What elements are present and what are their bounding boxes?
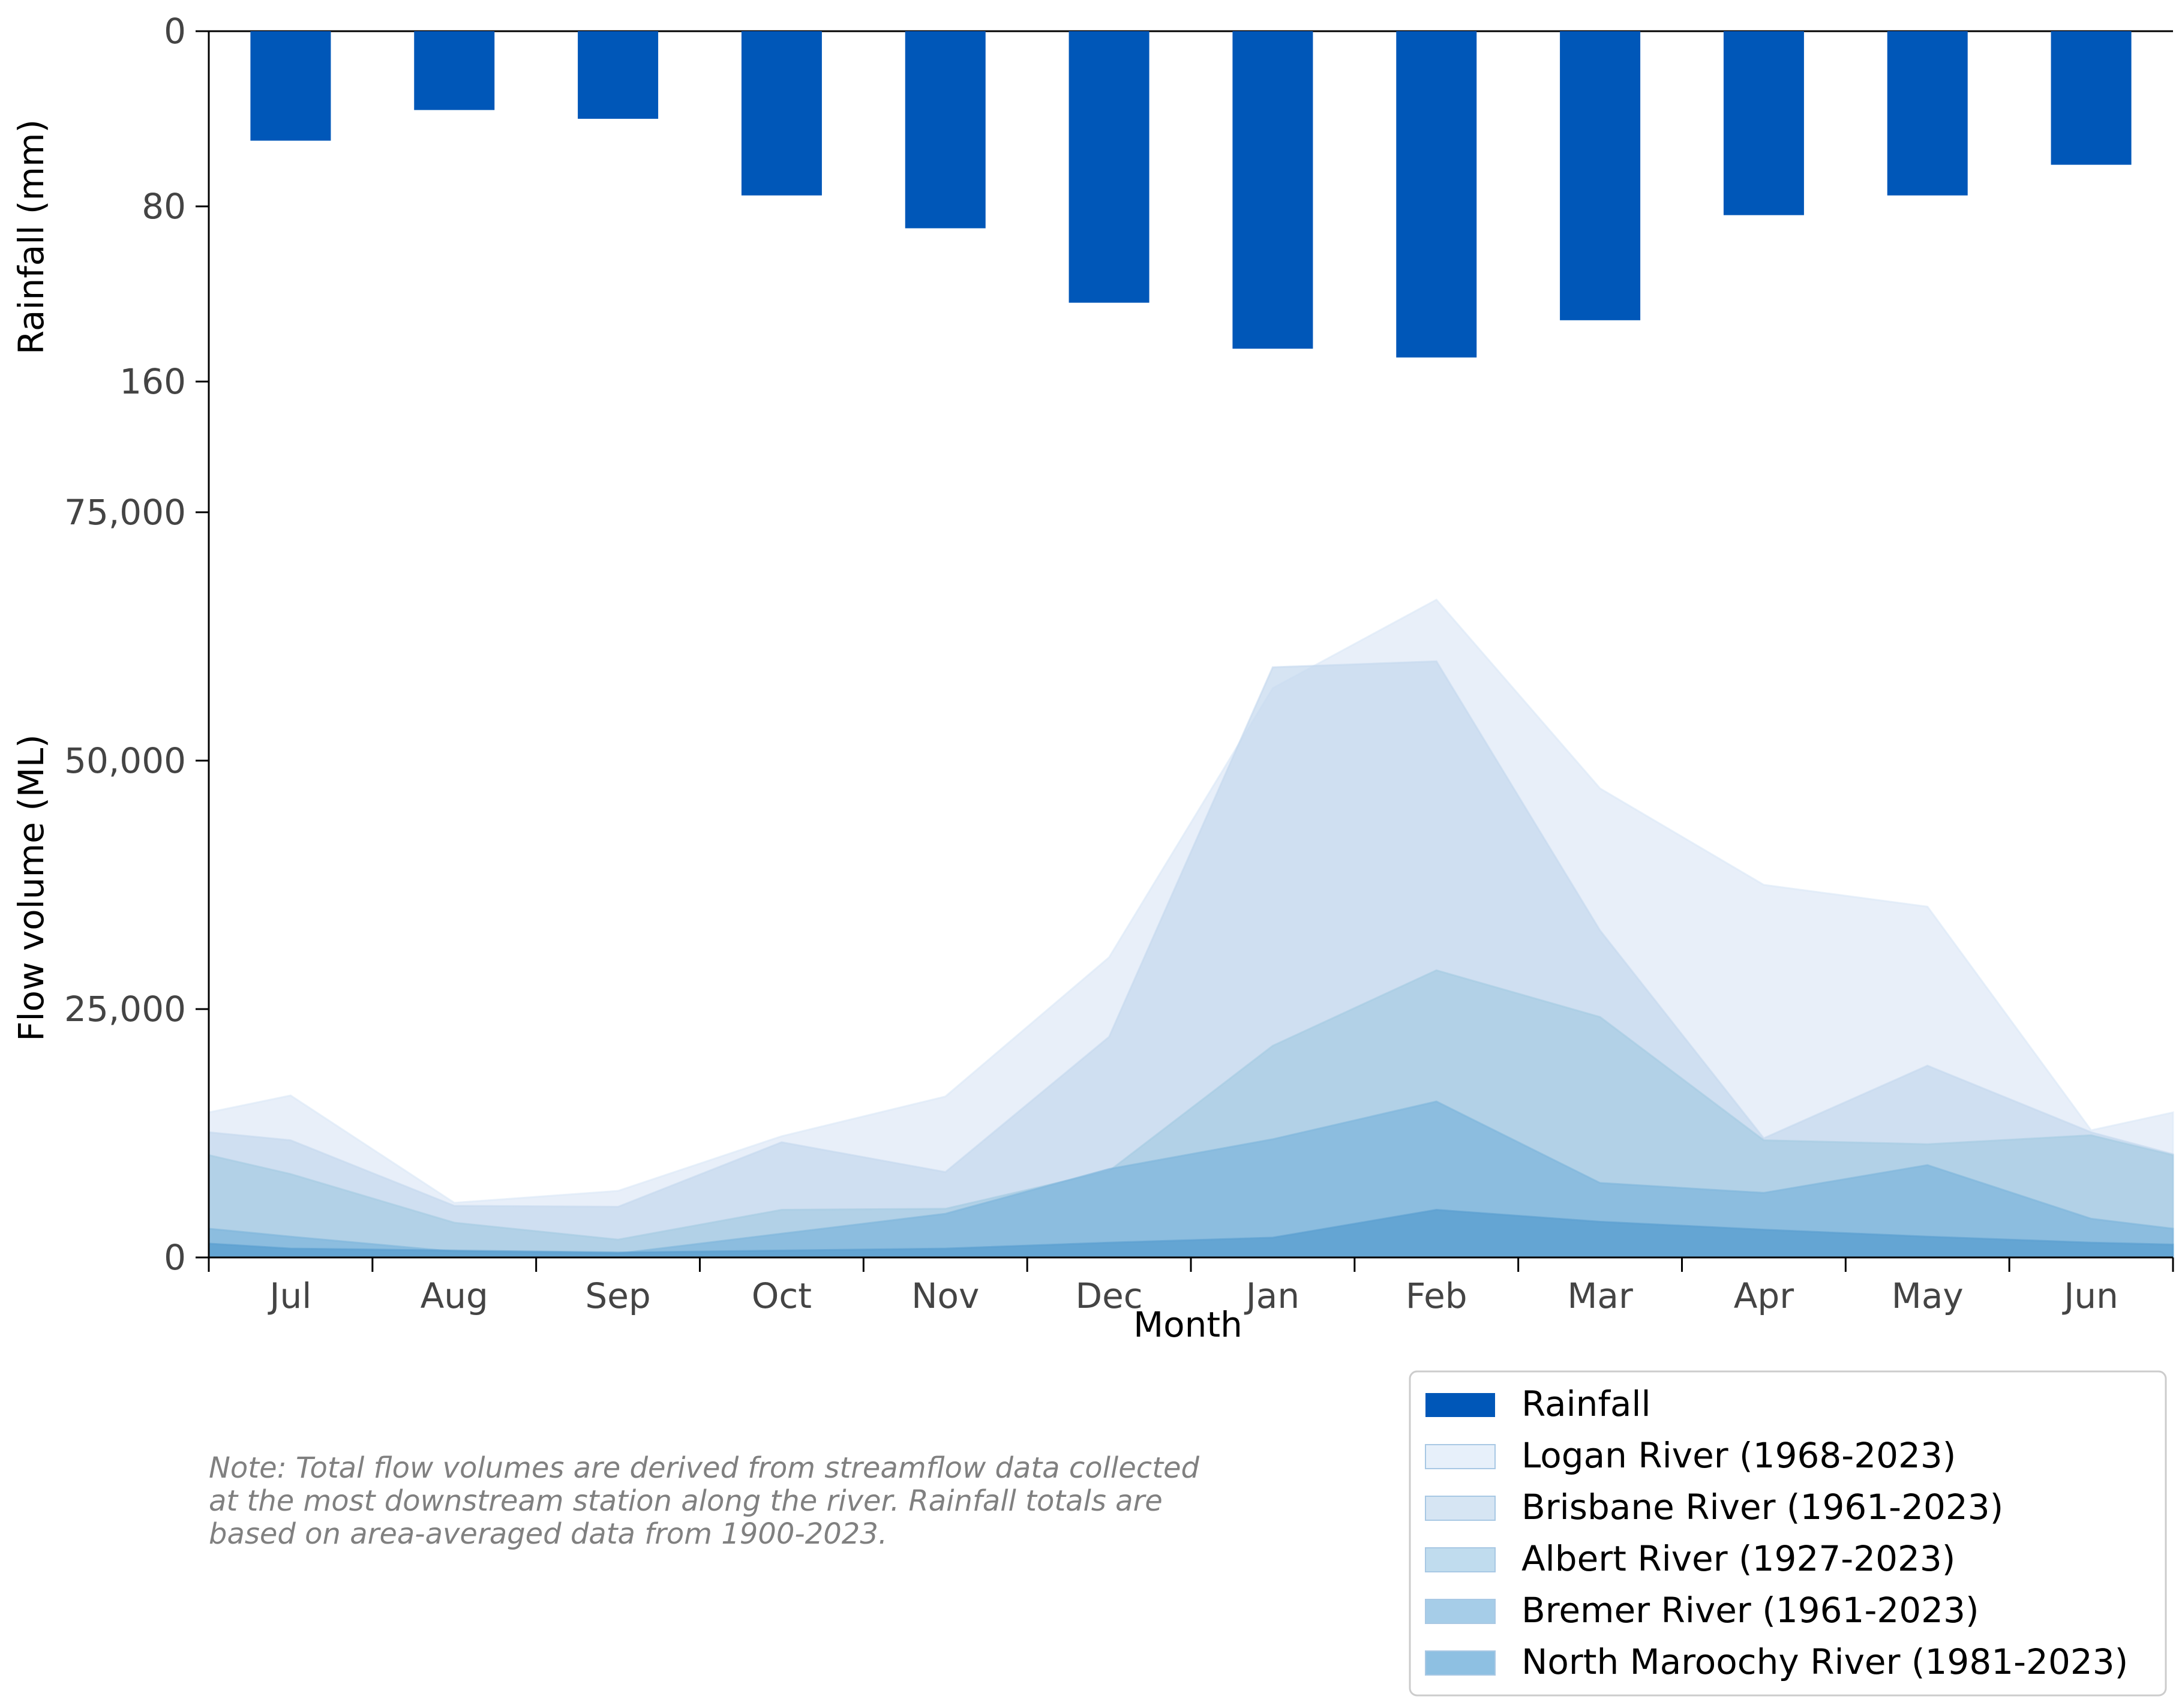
flow-y-tick-label: 50,000: [64, 740, 186, 781]
flow-y-tick-label: 75,000: [64, 492, 186, 533]
legend-label: Logan River (1968-2023): [1521, 1435, 1956, 1476]
legend-box: [1409, 1370, 2167, 1697]
x-tick-label: Oct: [752, 1275, 812, 1316]
x-tick-label: May: [1892, 1275, 1964, 1316]
flow-y-tick-label: 0: [164, 1237, 186, 1278]
x-tick-label: Dec: [1075, 1275, 1142, 1316]
rainfall-bar: [414, 31, 495, 110]
legend-swatch: [1425, 1650, 1496, 1676]
legend-label: Bremer River (1961-2023): [1521, 1590, 1979, 1631]
flow-y-tick-label: 25,000: [64, 989, 186, 1029]
footnote-line: Note: Total flow volumes are derived fro…: [209, 1451, 1200, 1485]
x-tick-label: Nov: [911, 1275, 979, 1316]
rainfall-bar: [2051, 31, 2132, 165]
legend-label: North Maroochy River (1981-2023): [1521, 1641, 2128, 1682]
rainfall-bar: [1723, 31, 1804, 215]
rainfall-y-tick-label: 80: [142, 186, 186, 227]
legend-swatch: [1425, 1496, 1496, 1521]
x-tick-label: Jun: [2062, 1275, 2118, 1316]
rainfall-bar: [578, 31, 659, 119]
rainfall-y-tick-label: 160: [119, 361, 186, 402]
legend: Rainfall Logan River (1968-2023) Brisbane …: [1409, 1370, 2167, 1697]
rainfall-bar: [1232, 31, 1313, 349]
x-tick-label: Aug: [421, 1275, 488, 1316]
rainfall-y-tick-label: 0: [164, 11, 186, 52]
rainfall-panel: 0 80 160: [119, 11, 2173, 446]
flow-area: [208, 1208, 2174, 1259]
rainfall-bar: [1396, 31, 1477, 358]
x-tick-label: Mar: [1567, 1275, 1633, 1316]
footnote-line: at the most downstream station along the…: [209, 1484, 1163, 1518]
rainfall-bar: [1560, 31, 1641, 320]
rainfall-bar: [1887, 31, 1968, 196]
x-tick-label: Apr: [1734, 1275, 1794, 1316]
x-axis-label: Month: [1133, 1304, 1242, 1345]
flow-area: [208, 969, 2174, 1259]
rainfall-bar: [905, 31, 986, 229]
footnote-line: based on area-averaged data from 1900-20…: [209, 1517, 887, 1551]
x-tick-label: Jul: [268, 1275, 311, 1316]
x-tick-label: Feb: [1406, 1275, 1467, 1316]
x-tick-label: Sep: [585, 1275, 650, 1316]
legend-swatch: [1425, 1393, 1495, 1417]
rainfall-bar: [1069, 31, 1149, 303]
legend-swatch: [1425, 1547, 1496, 1572]
legend-label: Brisbane River (1961-2023): [1521, 1487, 2003, 1527]
legend-swatch: [1425, 1444, 1496, 1469]
legend-swatch: [1425, 1599, 1496, 1624]
flow-area: [208, 1100, 2174, 1259]
rainfall-y-axis-label: Rainfall (mm): [11, 119, 52, 355]
footnote: Note: Total flow volumes are derived fro…: [209, 1451, 1200, 1551]
flow-panel: 0 25,000 50,000 75,000 Jul Aug Sep Oct Nov Dec Jan…: [64, 444, 2174, 1316]
x-tick-label: Jan: [1244, 1275, 1299, 1316]
legend-label: Albert River (1927-2023): [1521, 1538, 1955, 1579]
flow-y-axis-label: Flow volume (ML): [11, 734, 52, 1041]
legend-label: Rainfall: [1521, 1383, 1651, 1424]
rainfall-bar: [250, 31, 331, 141]
rainfall-bar: [741, 31, 822, 196]
